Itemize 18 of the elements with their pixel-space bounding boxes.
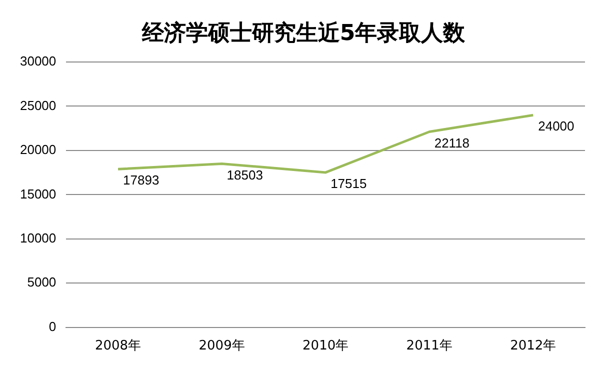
y-tick-label: 15000 (20, 186, 56, 202)
data-label: 17893 (123, 172, 160, 188)
y-tick-label: 30000 (20, 54, 56, 69)
x-tick-label: 2008年 (94, 338, 142, 354)
x-tick-label: 2009年 (198, 338, 245, 354)
y-tick-label: 0 (48, 318, 56, 334)
y-tick-label: 25000 (20, 98, 56, 113)
y-tick-label: 20000 (20, 142, 56, 158)
data-label: 18503 (226, 167, 263, 182)
y-tick-label: 10000 (20, 230, 56, 246)
data-label: 24000 (538, 118, 574, 134)
data-label: 22118 (434, 135, 470, 150)
x-tick-label: 2012年 (510, 338, 556, 354)
x-tick-label: 2011年 (406, 338, 452, 354)
chart-title: 经济学硕士研究生近5年录取人数 (140, 20, 466, 48)
y-tick-label: 5000 (27, 274, 56, 290)
data-label: 17515 (330, 176, 367, 192)
x-tick-label: 2010年 (302, 338, 349, 354)
